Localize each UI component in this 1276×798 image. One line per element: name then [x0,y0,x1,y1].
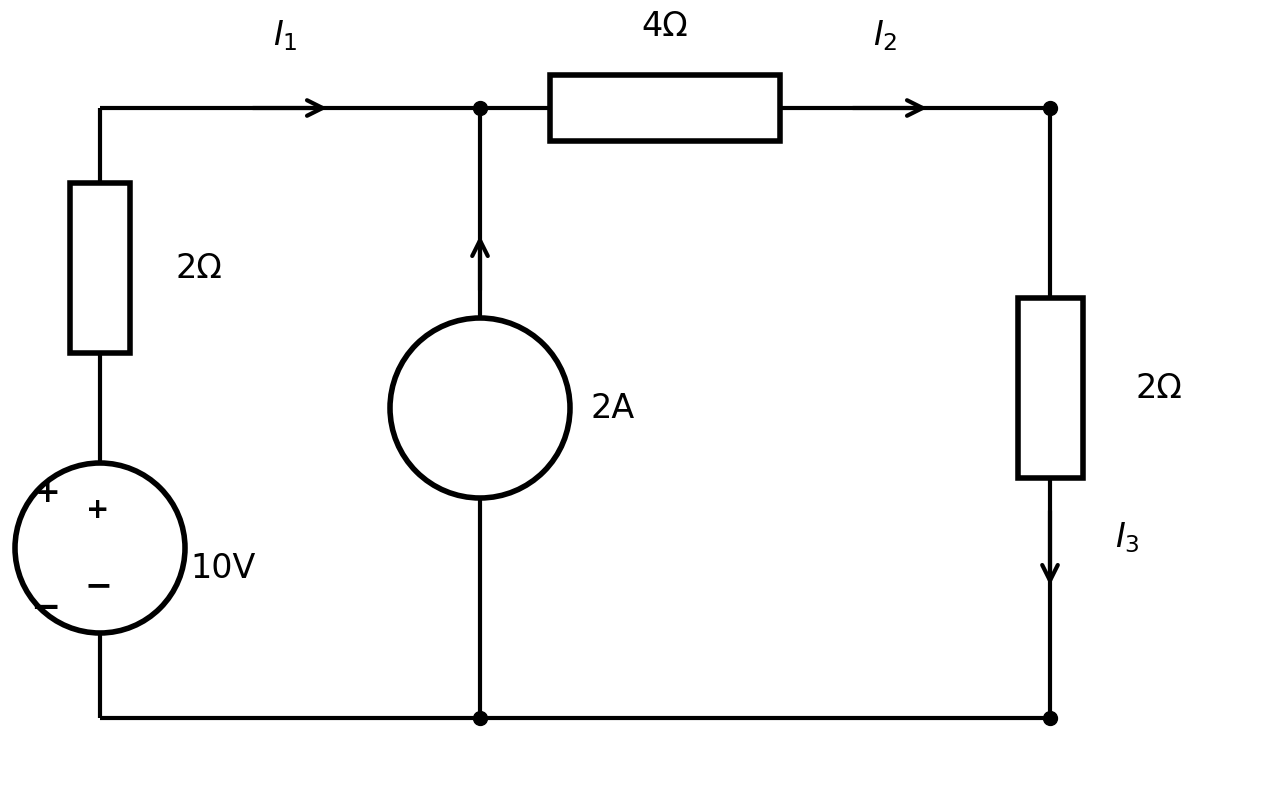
Circle shape [390,318,570,498]
Text: −: − [84,570,112,602]
Text: 2Ω: 2Ω [175,251,222,285]
Text: +: + [87,496,110,524]
Text: 2Ω: 2Ω [1134,372,1182,405]
Text: +: + [36,479,61,508]
Text: $I_1$: $I_1$ [273,18,297,53]
Text: 2A: 2A [590,392,634,425]
Circle shape [15,463,185,633]
Text: −: − [29,591,60,625]
Text: $I_2$: $I_2$ [873,18,897,53]
Text: 4Ω: 4Ω [642,10,688,43]
Bar [70,183,130,353]
Bar [1017,298,1082,478]
Text: $I_3$: $I_3$ [1115,520,1139,555]
Bar [550,76,780,140]
Text: 10V: 10V [190,551,255,584]
